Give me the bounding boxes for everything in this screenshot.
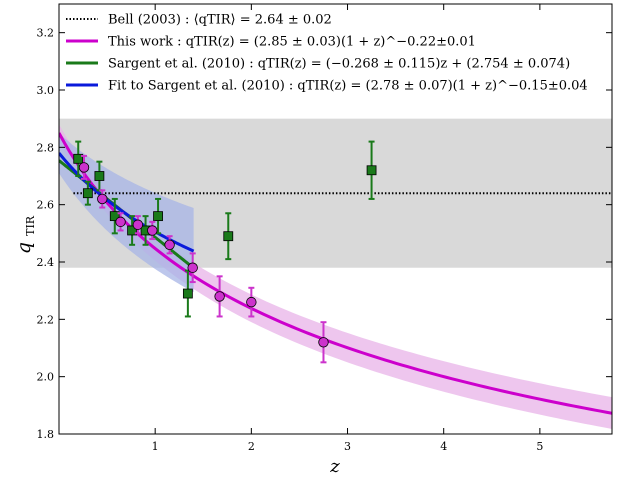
this-work-line	[59, 132, 612, 415]
legend-item-fit-sargent: Fit to Sargent et al. (2010) : qTIR(z) =…	[66, 79, 588, 94]
legend-label: This work : qTIR(z) = (2.85 ± 0.03)(1 + …	[108, 35, 476, 50]
this-work-points-marker	[132, 219, 144, 230]
this-work-points-point	[78, 154, 90, 180]
x-tick-label: 3	[344, 440, 351, 453]
data-points	[73, 140, 377, 364]
this-work-points-marker	[187, 262, 198, 273]
y-tick-label: 2.2	[37, 313, 55, 326]
sargent-points-marker	[82, 188, 93, 199]
y-axis-title-sub: TIR	[24, 215, 37, 236]
legend-label: Bell (2003) : ⟨qTIR⟩ = 2.64 ± 0.02	[108, 13, 332, 28]
this-work-points-point	[97, 189, 108, 209]
legend: Bell (2003) : ⟨qTIR⟩ = 2.64 ± 0.02 This w…	[66, 13, 588, 94]
legend-label: Sargent et al. (2010) : qTIR(z) = (−0.26…	[108, 57, 570, 72]
y-tick-label: 2.4	[37, 256, 55, 269]
y-tick-label: 1.8	[37, 428, 55, 441]
legend-item-bell: Bell (2003) : ⟨qTIR⟩ = 2.64 ± 0.02	[66, 13, 332, 28]
sargent-points-point	[109, 197, 120, 235]
y-axis-title: q TIR	[13, 215, 37, 254]
this-work-points-point	[318, 321, 329, 364]
this-work-points-marker	[246, 296, 257, 308]
sargent-points-point	[366, 140, 377, 200]
sargent-points-marker	[73, 153, 84, 164]
sargent-points-marker	[94, 171, 105, 181]
this-work-confidence-band	[59, 124, 612, 429]
y-tick-label: 3.2	[37, 27, 55, 40]
x-axis-title: z	[329, 456, 340, 477]
this-work-points-marker	[78, 162, 90, 173]
sargent-points-marker	[182, 288, 193, 299]
sargent-points-marker	[223, 231, 234, 242]
this-work-points-point	[115, 212, 126, 232]
sargent-points-point	[82, 180, 93, 206]
sargent-points-point	[127, 215, 137, 246]
x-tick-label: 2	[248, 440, 255, 453]
y-tick-label: 3.0	[37, 84, 55, 97]
this-work-points-marker	[318, 337, 329, 348]
sargent-points-marker	[366, 165, 377, 176]
this-work-points-marker	[115, 216, 126, 228]
this-work-points-marker	[147, 225, 158, 236]
sargent-points-point	[223, 212, 234, 261]
this-work-points-marker	[164, 239, 175, 251]
sargent-points-marker	[109, 211, 120, 222]
legend-item-sargent: Sargent et al. (2010) : qTIR(z) = (−0.26…	[66, 57, 570, 72]
this-work-points-point	[132, 215, 144, 235]
this-work-points-point	[246, 286, 257, 318]
this-work-points-marker	[97, 193, 108, 205]
this-work-points-point	[187, 252, 198, 284]
plot-frame	[58, 3, 613, 435]
legend-label: Fit to Sargent et al. (2010) : qTIR(z) =…	[108, 79, 588, 94]
this-work-points-marker	[214, 291, 225, 302]
y-tick-label: 2.8	[37, 141, 55, 154]
plot-border	[58, 3, 613, 435]
y-tick-label: 2.0	[37, 371, 55, 384]
y-axis-title-main: q	[13, 242, 35, 254]
sargent-points-point	[73, 140, 84, 177]
y-tick-label: 2.6	[37, 199, 55, 212]
x-tick-label: 5	[536, 440, 543, 453]
sargent-points-marker	[127, 225, 137, 236]
sargent-points-marker	[153, 211, 163, 222]
this-work-points-point	[214, 275, 225, 318]
this-work-points-point	[147, 220, 158, 241]
x-tick-label: 4	[440, 440, 447, 453]
axis-ticks: 1 2 3 4 5 1.8 2.0 2.2 2.4 2.6 2.8 3.0 3.2	[37, 4, 612, 453]
legend-item-this-work: This work : qTIR(z) = (2.85 ± 0.03)(1 + …	[66, 35, 476, 50]
x-tick-label: 1	[152, 440, 159, 453]
this-work-points-point	[164, 235, 175, 255]
